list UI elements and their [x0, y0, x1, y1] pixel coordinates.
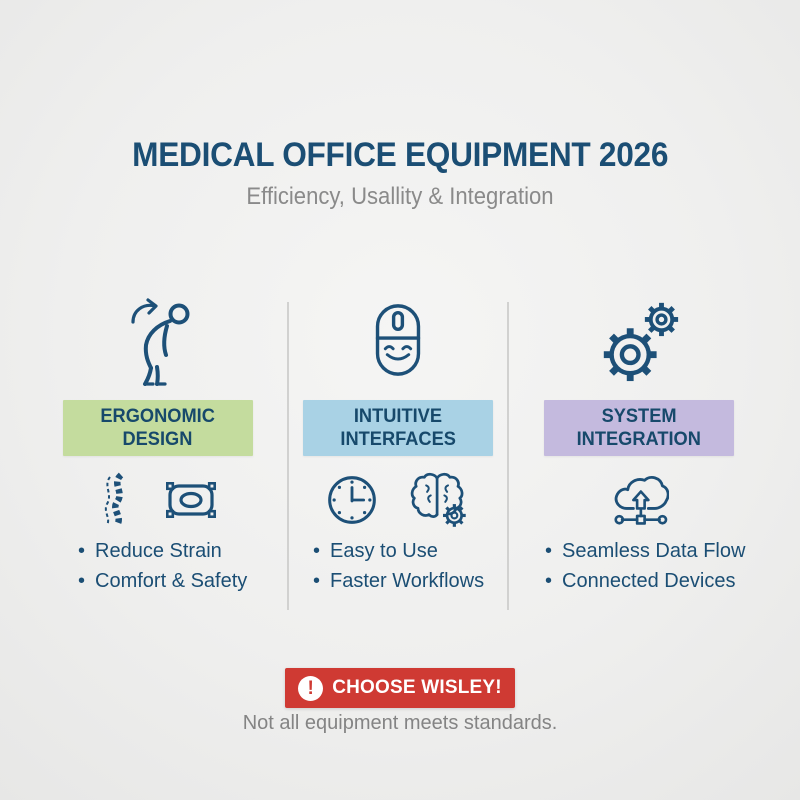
- column-system-integration: SYSTEM INTEGRATION Seamless Data Flow Co…: [539, 290, 745, 596]
- page-subtitle: Efficiency, Usallity & Integration: [246, 183, 554, 210]
- list-item: Seamless Data Flow: [545, 536, 745, 566]
- bullet-list-integration: Seamless Data Flow Connected Devices: [539, 536, 745, 596]
- column-divider-right: [507, 302, 509, 610]
- column-ergonomic-design: ERGONOMIC DESIGN Reduce Strain Comfort &…: [40, 290, 275, 596]
- section-header-system-integration: SYSTEM INTEGRATION: [544, 400, 734, 456]
- section-header-label: INTERFACES: [340, 429, 456, 450]
- exclamation-icon: !: [298, 675, 324, 701]
- section-header-intuitive-interfaces: INTUITIVE INTERFACES: [303, 400, 493, 456]
- list-item: Reduce Strain: [78, 536, 247, 566]
- footer-note: Not all equipment meets standards.: [242, 712, 558, 734]
- sub-icons-ergonomic: [97, 470, 219, 530]
- page-title: MEDICAL OFFICE EQUIPMENT 2026: [131, 136, 668, 174]
- cushion-icon: [165, 482, 216, 519]
- list-item: Faster Workflows: [313, 566, 484, 596]
- section-header-label: DESIGN: [122, 429, 193, 450]
- warning-label: CHOOSE WISLEY!: [332, 677, 502, 698]
- gears-icon: [595, 290, 683, 390]
- brain-gear-icon: [410, 472, 466, 527]
- list-item: Easy to Use: [313, 536, 484, 566]
- section-header-label: SYSTEM: [601, 406, 677, 427]
- clock-icon: [328, 476, 376, 524]
- column-divider-left: [287, 302, 289, 610]
- sub-icons-integration: [609, 470, 669, 530]
- cloud-network-icon: [614, 475, 669, 525]
- happy-mouse-icon: [359, 290, 437, 390]
- section-header-label: ERGONOMIC: [100, 406, 215, 427]
- column-intuitive-interfaces: INTUITIVE INTERFACES: [298, 290, 498, 596]
- bullet-list-intuitive: Easy to Use Faster Workflows: [298, 536, 484, 596]
- section-header-label: INTEGRATION: [576, 429, 702, 450]
- list-item: Comfort & Safety: [78, 566, 247, 596]
- spine-icon: [104, 472, 123, 527]
- section-header-label: INTUITIVE: [353, 406, 443, 427]
- bent-person-icon: [112, 290, 204, 390]
- warning-banner: ! CHOOSE WISLEY!: [285, 668, 515, 708]
- section-header-ergonomic-design: ERGONOMIC DESIGN: [62, 400, 253, 456]
- bullet-list-ergonomic: Reduce Strain Comfort & Safety: [40, 536, 247, 596]
- sub-icons-intuitive: [327, 470, 469, 530]
- list-item: Connected Devices: [545, 566, 745, 596]
